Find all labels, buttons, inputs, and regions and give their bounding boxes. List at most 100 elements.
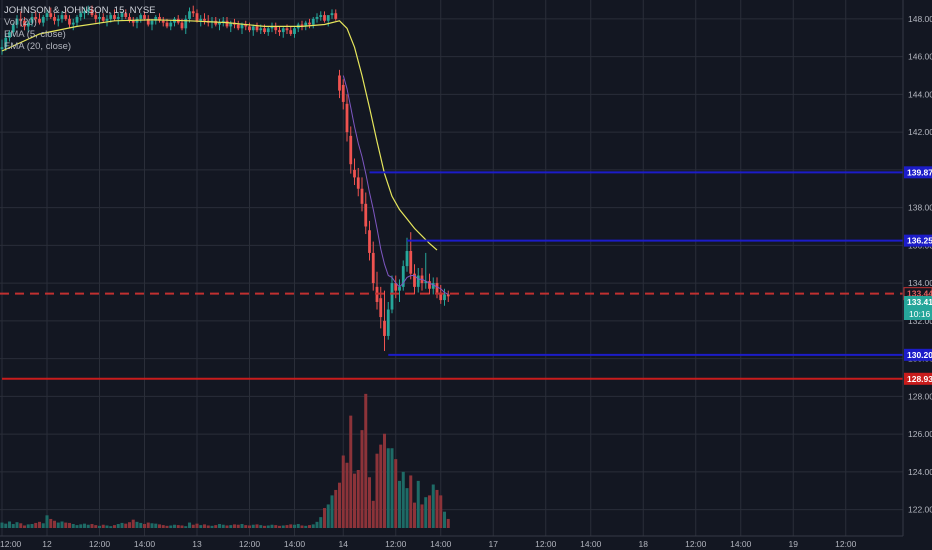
volume-bar <box>105 525 109 528</box>
volume-bar <box>128 522 131 528</box>
last-price-label: 133.41 <box>907 297 932 307</box>
volume-bar <box>210 525 214 528</box>
time-tick-label: 17 <box>489 539 499 549</box>
volume-bar <box>383 433 386 528</box>
candle-body <box>390 283 394 310</box>
candle-body <box>446 294 450 297</box>
volume-bar <box>289 524 293 528</box>
candle-body <box>116 16 120 19</box>
candle-body <box>443 294 446 301</box>
candle-body <box>34 16 38 19</box>
volume-bar <box>278 525 281 528</box>
ema5-line <box>342 75 449 295</box>
candle-body <box>263 28 266 33</box>
hline-price-label: 139.87 <box>907 167 932 177</box>
legend-symbol-title[interactable]: JOHNSON & JOHNSON, 15, NYSE <box>4 5 156 16</box>
last-price-badge <box>904 296 932 320</box>
current-price-label: 133.44 <box>907 289 932 299</box>
candle-body <box>330 13 334 16</box>
price-axis[interactable]: 148.00146.00144.00142.00140.00138.00136.… <box>902 0 932 550</box>
volume-bar <box>45 515 49 528</box>
candle-body <box>113 15 116 19</box>
candle-body <box>308 22 311 25</box>
volume-bar <box>431 484 435 528</box>
volume-bar <box>270 524 274 528</box>
candle-body <box>75 16 79 23</box>
price-tick-label: 148.00 <box>908 14 932 24</box>
volume-bar <box>169 525 173 528</box>
candle-body <box>334 13 338 19</box>
price-tick-label: 126.00 <box>908 429 932 439</box>
price-tick-label: 144.00 <box>908 89 932 99</box>
candle-body <box>386 309 390 336</box>
volume-bar <box>98 525 101 528</box>
candle-body <box>401 266 405 287</box>
volume-bar <box>360 430 364 528</box>
volume-bar <box>443 511 446 528</box>
volume-bar <box>371 500 375 528</box>
candle-body <box>150 20 154 25</box>
candle-body <box>161 20 165 23</box>
legend-ema20[interactable]: EMA (20, close) <box>4 41 72 52</box>
candle-body <box>38 18 41 23</box>
candle-body <box>60 15 64 19</box>
candle-body <box>364 203 368 227</box>
volume-bar <box>420 504 424 528</box>
volume-bar <box>368 477 371 528</box>
volume-bar <box>116 524 120 528</box>
candle-body <box>341 84 345 102</box>
candle-body <box>203 18 206 21</box>
time-tick-label: 12:00 <box>685 539 707 549</box>
candle-body <box>169 22 173 27</box>
volume-bar <box>225 525 229 528</box>
candle-body <box>266 28 270 33</box>
candle-body <box>120 13 124 17</box>
volume-bar <box>353 473 356 528</box>
volume-bar <box>165 525 169 528</box>
price-tick-label: 146.00 <box>908 52 932 62</box>
horizontal-lines[interactable] <box>0 171 903 380</box>
volume-bar <box>79 524 83 528</box>
price-tick-label: 142.00 <box>908 127 932 137</box>
volume-bar <box>49 518 53 528</box>
volume-bar <box>401 471 405 528</box>
candle-body <box>180 22 184 29</box>
candle-body <box>319 15 323 17</box>
candle-body <box>26 22 30 27</box>
candle-body <box>53 16 56 21</box>
volume-bar <box>34 522 38 528</box>
volume-bar <box>53 520 56 528</box>
candle-body <box>188 11 191 19</box>
time-axis[interactable]: 12:00 12 12:00 14:00 13 12:00 14:00 14 12:00 14:0… <box>0 535 903 550</box>
volume-bar <box>161 525 165 528</box>
price-tick-label: 122.00 <box>908 505 932 515</box>
volume-bar <box>221 524 225 528</box>
volume-bar <box>229 525 233 528</box>
volume-bar <box>86 524 90 528</box>
candle-body <box>278 30 281 33</box>
candle-body <box>405 251 409 267</box>
volume-bar <box>446 518 450 528</box>
volume-bar <box>428 495 431 528</box>
volume-bar <box>326 504 330 528</box>
candle-body <box>64 15 68 19</box>
volume-bar <box>71 524 75 528</box>
volume-bar <box>83 523 86 528</box>
volume-bar <box>315 521 319 528</box>
volume-bar <box>214 525 218 528</box>
volume-bar <box>281 525 285 528</box>
volume-bar <box>300 525 304 528</box>
volume-bar <box>364 393 368 528</box>
candle-body <box>45 13 49 17</box>
legend-ema5[interactable]: EMA (5, close) <box>4 29 66 40</box>
candle-body <box>439 292 443 301</box>
candle-body <box>240 24 244 29</box>
volume-bar <box>356 470 360 528</box>
hline-price-badge <box>904 166 932 179</box>
volume-bar <box>375 453 379 528</box>
volume-bar <box>233 524 236 528</box>
candle-body <box>281 28 285 33</box>
volume-bar <box>64 522 68 528</box>
legend-vol[interactable]: Vol (20) <box>4 17 37 28</box>
